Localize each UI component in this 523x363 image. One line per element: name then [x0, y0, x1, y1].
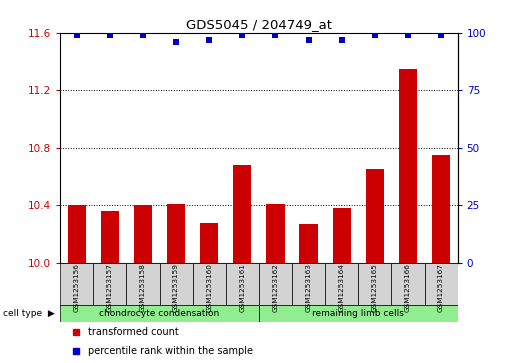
- Text: transformed count: transformed count: [88, 327, 179, 337]
- Point: [106, 32, 114, 38]
- Text: percentile rank within the sample: percentile rank within the sample: [88, 346, 253, 356]
- Bar: [200, 223, 218, 263]
- Bar: [266, 204, 285, 263]
- Point: [271, 32, 280, 38]
- Text: GSM1253163: GSM1253163: [305, 264, 312, 313]
- Text: GSM1253167: GSM1253167: [438, 264, 444, 313]
- Polygon shape: [259, 305, 458, 322]
- Bar: [333, 208, 351, 263]
- Point: [139, 32, 147, 38]
- Point: [404, 32, 412, 38]
- Text: chondrocyte condensation: chondrocyte condensation: [99, 309, 220, 318]
- Polygon shape: [425, 263, 458, 305]
- Text: GSM1253157: GSM1253157: [107, 264, 113, 313]
- Polygon shape: [226, 263, 259, 305]
- Bar: [101, 211, 119, 263]
- Point: [205, 37, 213, 42]
- Text: GSM1253164: GSM1253164: [339, 264, 345, 313]
- Text: GSM1253162: GSM1253162: [272, 264, 278, 313]
- Bar: [399, 69, 417, 263]
- Text: GSM1253158: GSM1253158: [140, 264, 146, 313]
- Bar: [366, 170, 384, 263]
- Bar: [167, 204, 185, 263]
- Title: GDS5045 / 204749_at: GDS5045 / 204749_at: [186, 19, 332, 32]
- Bar: [67, 205, 86, 263]
- Polygon shape: [160, 263, 192, 305]
- Point: [238, 32, 246, 38]
- Bar: [300, 224, 317, 263]
- Text: GSM1253166: GSM1253166: [405, 264, 411, 313]
- Point: [304, 37, 313, 42]
- Text: cell type  ▶: cell type ▶: [3, 309, 54, 318]
- Point: [172, 39, 180, 45]
- Text: GSM1253159: GSM1253159: [173, 264, 179, 313]
- Bar: [432, 155, 450, 263]
- Point: [73, 32, 81, 38]
- Text: GSM1253165: GSM1253165: [372, 264, 378, 313]
- Bar: [134, 205, 152, 263]
- Text: GSM1253160: GSM1253160: [206, 264, 212, 313]
- Polygon shape: [93, 263, 127, 305]
- Bar: [233, 165, 252, 263]
- Polygon shape: [60, 305, 259, 322]
- Text: GSM1253161: GSM1253161: [240, 264, 245, 313]
- Polygon shape: [325, 263, 358, 305]
- Point: [337, 37, 346, 42]
- Text: remaining limb cells: remaining limb cells: [312, 309, 404, 318]
- Polygon shape: [391, 263, 425, 305]
- Point: [437, 32, 445, 38]
- Polygon shape: [292, 263, 325, 305]
- Point: [371, 32, 379, 38]
- Polygon shape: [127, 263, 160, 305]
- Polygon shape: [60, 263, 93, 305]
- Polygon shape: [358, 263, 391, 305]
- Text: GSM1253156: GSM1253156: [74, 264, 79, 313]
- Polygon shape: [192, 263, 226, 305]
- Polygon shape: [259, 263, 292, 305]
